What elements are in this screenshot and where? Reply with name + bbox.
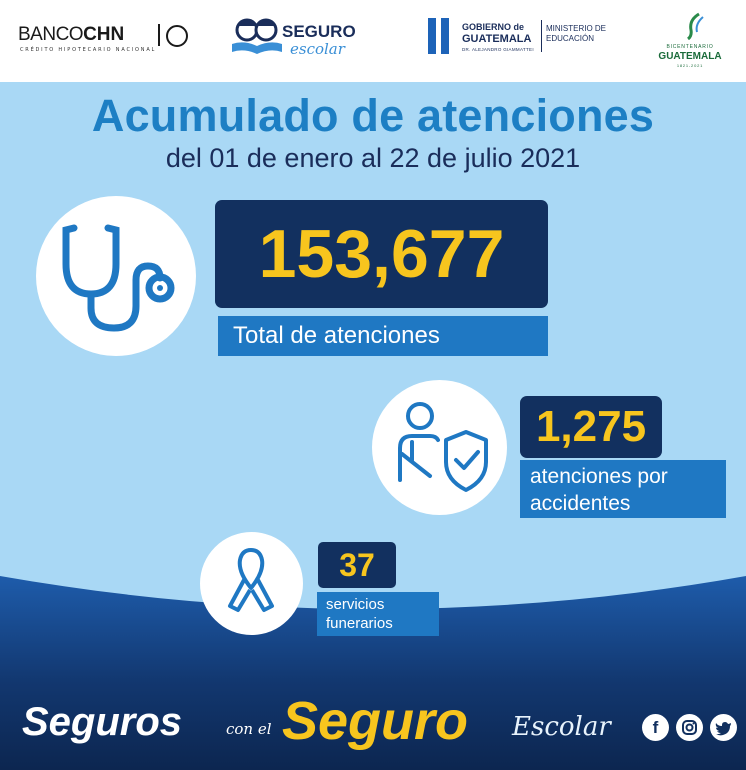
gobierno-line3: DR. ALEJANDRO GIAMMATTEI <box>462 47 534 52</box>
total-icon-circle <box>36 196 196 356</box>
banco-name-bold: CHN <box>83 24 125 45</box>
funerarios-label-line1: servicios <box>326 596 385 613</box>
escolar-logo-word: escolar <box>290 40 345 58</box>
banco-seal-icon <box>166 25 188 47</box>
tagline-seguro: Seguro <box>282 691 469 751</box>
tagline-con-el: con el <box>226 720 272 738</box>
logo-header: BANCOCHN CRÉDITO HIPOTECARIO NACIONAL SE… <box>0 0 746 82</box>
funerarios-icon-circle <box>200 532 303 635</box>
accidentes-value: 1,275 <box>520 396 662 458</box>
instagram-glyph <box>682 720 697 735</box>
bicentenario-mark-icon <box>687 12 704 40</box>
gobierno-separator <box>541 20 542 52</box>
tagline-seguros: Seguros <box>22 700 183 744</box>
ministerio-label: MINISTERIO DE EDUCACIÓN <box>546 24 607 43</box>
banco-chn-logo: BANCOCHN CRÉDITO HIPOTECARIO NACIONAL <box>18 24 188 54</box>
injured-person-shield-icon <box>398 402 488 492</box>
seguro-logo-word: SEGURO <box>282 22 356 41</box>
page-title: Acumulado de atenciones <box>91 90 655 141</box>
bicentenario-line2: GUATEMALA <box>658 51 722 62</box>
twitter-icon[interactable] <box>710 714 737 741</box>
accidentes-label-line2: accidentes <box>530 492 631 515</box>
bicentenario-line3: 1821-2021 <box>676 63 704 68</box>
stethoscope-icon <box>62 224 175 332</box>
seguro-escolar-logo: SEGURO escolar <box>230 14 360 64</box>
banco-subtitle: CRÉDITO HIPOTECARIO NACIONAL <box>20 47 157 53</box>
page-subtitle: del 01 de enero al 22 de julio 2021 <box>165 143 581 173</box>
awareness-ribbon-icon <box>228 548 274 612</box>
bicentenario-line1: BICENTENARIO <box>666 44 714 50</box>
total-value: 153,677 <box>215 200 548 308</box>
twitter-bird-glyph <box>715 722 731 736</box>
banco-divider <box>158 24 160 46</box>
tagline-escolar: Escolar <box>512 712 611 742</box>
accidentes-label: atenciones por accidentes <box>520 460 726 518</box>
facebook-icon[interactable]: f <box>642 714 669 741</box>
gobierno-line2: GUATEMALA <box>462 33 532 45</box>
total-label: Total de atenciones <box>218 316 548 356</box>
funerarios-label: servicios funerarios <box>317 592 439 636</box>
instagram-icon[interactable] <box>676 714 703 741</box>
funerarios-label-line2: funerarios <box>326 615 393 632</box>
banco-name-light: BANCO <box>18 24 84 45</box>
students-book-icon <box>232 18 282 54</box>
accidentes-icon-circle <box>372 380 507 515</box>
gobierno-guatemala-logo: GOBIERNO de GUATEMALA DR. ALEJANDRO GIAM… <box>428 18 618 58</box>
bicentenario-logo: BICENTENARIO GUATEMALA 1821-2021 <box>655 10 735 72</box>
gobierno-line1: GOBIERNO de <box>462 22 525 32</box>
funerarios-value: 37 <box>318 542 396 588</box>
accidentes-label-line1: atenciones por <box>530 465 668 488</box>
